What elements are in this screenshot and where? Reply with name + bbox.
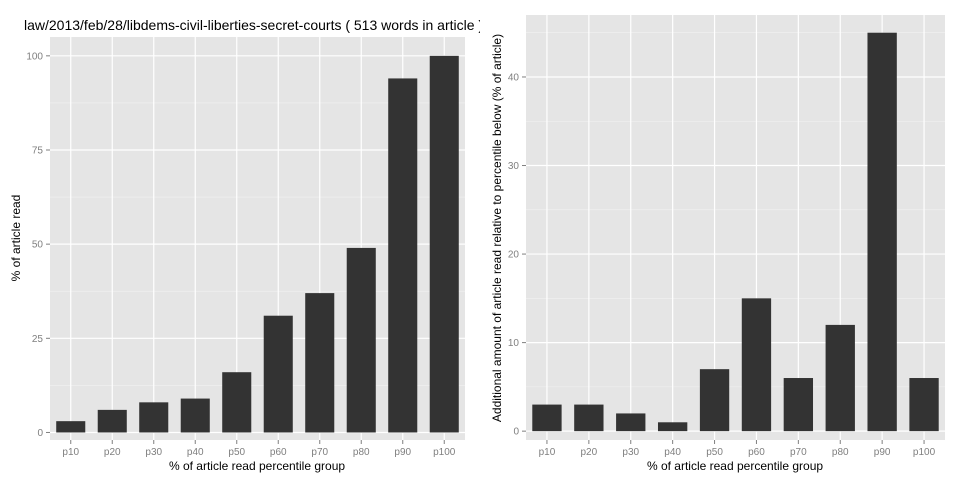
bar-p40 [180, 398, 210, 433]
plot-title-group: law/2013/feb/28/libdems-civil-liberties-… [24, 17, 483, 33]
bar-p50 [222, 372, 252, 433]
bar-p50 [699, 369, 730, 432]
x-tick-label: p50 [228, 447, 245, 458]
plot-title: law/2013/feb/28/libdems-civil-liberties-… [24, 17, 483, 33]
bar-p60 [263, 315, 293, 433]
bar-p80 [346, 247, 376, 433]
chart-left-cumulative-read: 0 25 50 75 100 p10 p20 p30 p40 p50 p60 p70 p80 p90 p10… [9, 17, 483, 473]
bar-p10 [532, 404, 562, 432]
y-tick-label: 0 [513, 427, 519, 438]
bar-p100 [909, 378, 939, 432]
x-tick-label: p40 [664, 447, 681, 458]
y-tick-label: 20 [508, 250, 520, 261]
x-tick-label: p90 [394, 447, 411, 458]
y-tick-label: 25 [32, 334, 44, 345]
x-tick-label: p30 [622, 447, 639, 458]
x-tick-label: p100 [433, 447, 456, 458]
y-tick-label: 40 [508, 72, 520, 83]
x-tick-label: p40 [187, 447, 204, 458]
x-tick-label: p60 [270, 447, 287, 458]
bar-p80 [825, 324, 855, 432]
bar-p40 [657, 422, 688, 432]
y-tick-label: 0 [37, 428, 43, 439]
x-tick-label: p20 [104, 447, 121, 458]
bar-p20 [97, 409, 127, 433]
x-tick-label: p30 [145, 447, 162, 458]
bar-p30 [139, 402, 169, 433]
x-tick-label: p90 [874, 447, 891, 458]
x-axis-title: % of article read percentile group [647, 459, 823, 473]
y-tick-label: 10 [508, 338, 520, 349]
y-axis-title: Additional amount of article read relati… [490, 34, 504, 422]
y-tick-label: 30 [508, 161, 520, 172]
x-tick-label: p80 [353, 447, 370, 458]
bar-p20 [574, 404, 604, 432]
chart-right-additional-read: 0 10 20 30 40 p10 p20 p30 p40 p50 p60 p70 p80 p90 p100… [490, 15, 945, 473]
y-tick-label: 75 [32, 145, 44, 156]
x-tick-label: p70 [790, 447, 807, 458]
y-axis-title: % of article read [9, 195, 23, 282]
x-tick-label: p20 [581, 447, 598, 458]
bar-p90 [867, 32, 897, 432]
x-tick-label: p100 [913, 447, 936, 458]
bar-p90 [388, 78, 418, 433]
x-tick-label: p10 [62, 447, 79, 458]
y-tick-label: 100 [26, 51, 43, 62]
y-tick-label: 50 [32, 240, 44, 251]
x-tick-label: p50 [706, 447, 723, 458]
x-tick-label: p10 [539, 447, 556, 458]
x-tick-label: p70 [311, 447, 328, 458]
x-tick-label: p80 [832, 447, 849, 458]
bar-p60 [741, 298, 772, 432]
bar-p70 [305, 293, 335, 433]
x-tick-label: p60 [748, 447, 765, 458]
bar-p70 [783, 378, 814, 432]
bar-p10 [56, 421, 86, 433]
bar-p100 [429, 55, 459, 433]
x-axis-title: % of article read percentile group [169, 459, 345, 473]
bar-p30 [616, 413, 646, 432]
